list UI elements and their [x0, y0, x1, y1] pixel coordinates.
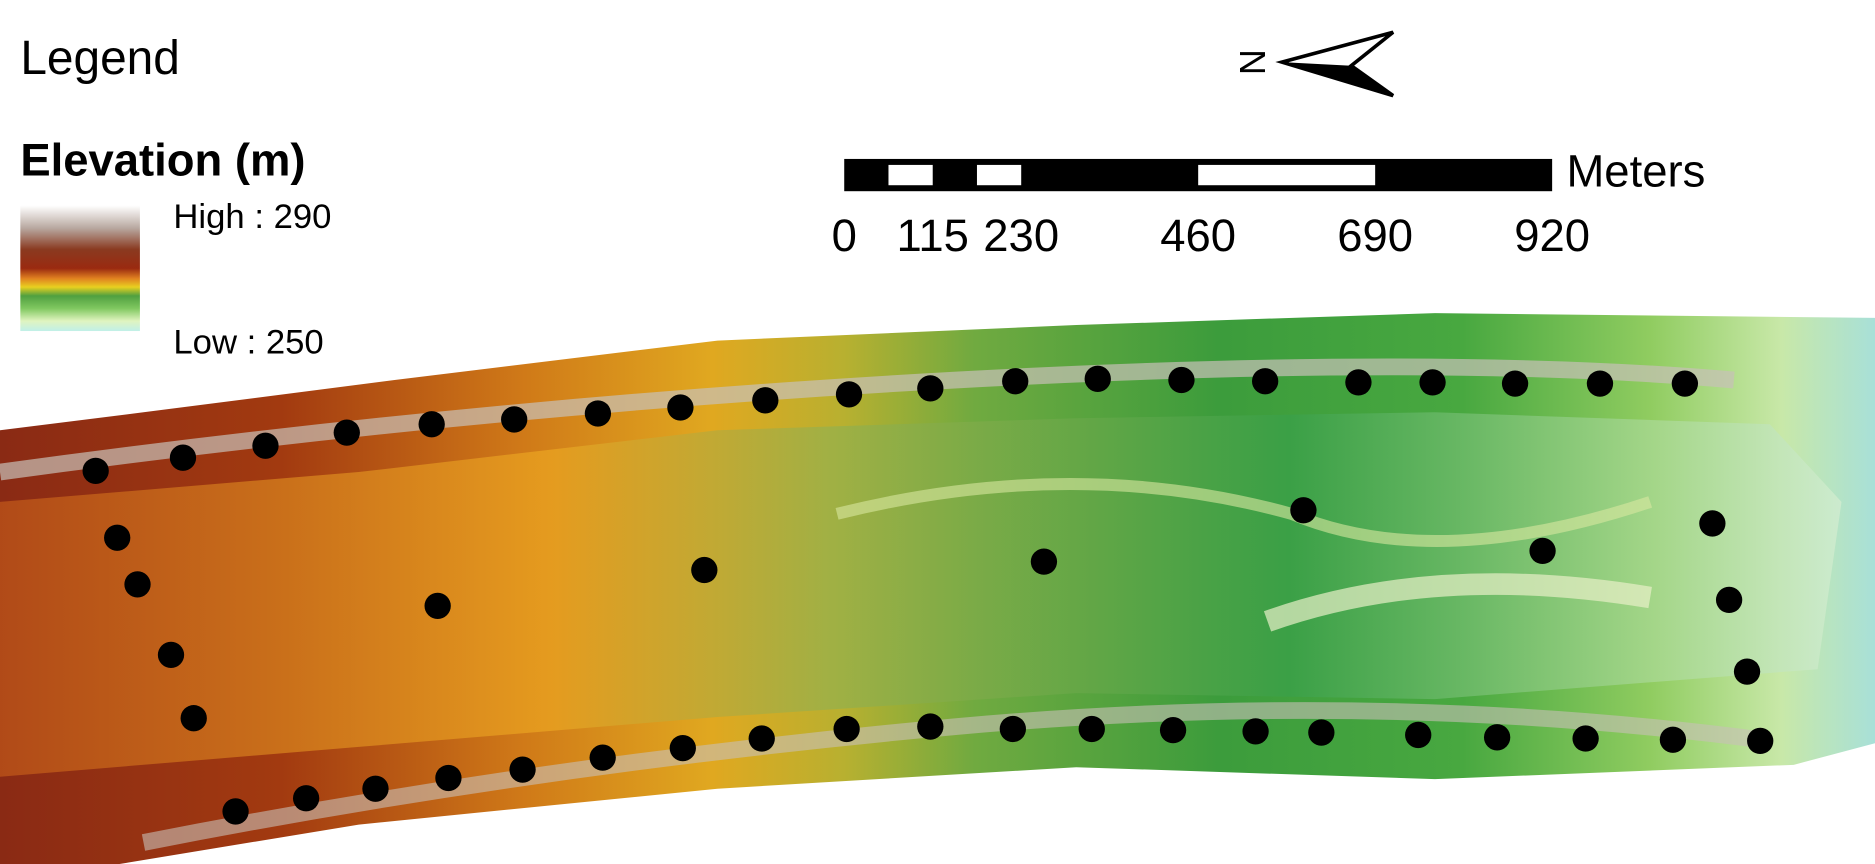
survey-point — [1660, 727, 1686, 753]
survey-point — [158, 642, 184, 668]
survey-point — [501, 406, 527, 432]
survey-point — [1672, 370, 1698, 396]
survey-point — [435, 765, 461, 791]
scale-label: 920 — [1514, 210, 1590, 261]
survey-point — [181, 705, 207, 731]
survey-point — [1031, 549, 1057, 575]
survey-point — [1405, 722, 1431, 748]
legend-high: High : 290 — [173, 198, 331, 236]
scale-unit: Meters — [1566, 145, 1705, 196]
survey-point — [170, 445, 196, 471]
survey-point — [83, 458, 109, 484]
survey-point — [1734, 658, 1760, 684]
survey-point — [1502, 370, 1528, 396]
survey-point — [667, 394, 693, 420]
scale-bar-segment — [977, 165, 1021, 185]
survey-point — [1252, 368, 1278, 394]
legend-low: Low : 250 — [173, 324, 323, 362]
survey-point — [1529, 538, 1555, 564]
survey-point — [425, 593, 451, 619]
survey-point — [1699, 510, 1725, 536]
survey-point — [917, 375, 943, 401]
survey-point — [1002, 368, 1028, 394]
scale-bar-segment — [888, 165, 932, 185]
survey-point — [1419, 369, 1445, 395]
survey-point — [691, 557, 717, 583]
scale-label: 115 — [897, 210, 969, 261]
survey-point — [585, 400, 611, 426]
north-label: N — [1233, 49, 1273, 75]
scale-label: 460 — [1160, 210, 1236, 261]
scale-label: 230 — [983, 210, 1059, 261]
survey-point — [124, 571, 150, 597]
survey-point — [362, 776, 388, 802]
survey-point — [419, 411, 445, 437]
scale-label: 0 — [832, 210, 857, 261]
survey-point — [917, 713, 943, 739]
survey-point — [1345, 369, 1371, 395]
legend-layer: Elevation (m) — [20, 135, 305, 186]
survey-point — [590, 744, 616, 770]
survey-point — [1079, 716, 1105, 742]
survey-point — [1308, 719, 1334, 745]
survey-point — [1168, 367, 1194, 393]
survey-point — [1242, 718, 1268, 744]
survey-point — [1716, 587, 1742, 613]
survey-point — [752, 387, 778, 413]
survey-point — [509, 756, 535, 782]
survey-point — [334, 419, 360, 445]
survey-point — [1747, 728, 1773, 754]
survey-point — [1000, 716, 1026, 742]
scale-bar-segment — [1198, 165, 1375, 185]
survey-point — [1290, 497, 1316, 523]
scale-label: 690 — [1337, 210, 1413, 261]
survey-point — [836, 381, 862, 407]
scale-bar: 0 115 230 460 690 920 — [832, 159, 1590, 261]
map-figure: Legend Elevation (m) High : 290 Low : 25… — [0, 0, 1875, 864]
survey-point — [222, 798, 248, 824]
survey-point — [1587, 370, 1613, 396]
survey-point — [1572, 725, 1598, 751]
survey-point — [252, 433, 278, 459]
survey-point — [1160, 717, 1186, 743]
page: {"legend": {"title": "Legend", "layer": … — [0, 0, 1875, 864]
survey-point — [104, 525, 130, 551]
survey-point — [833, 716, 859, 742]
survey-point — [670, 735, 696, 761]
survey-point — [1085, 366, 1111, 392]
legend-title: Legend — [20, 32, 180, 85]
survey-point — [1484, 724, 1510, 750]
legend-ramp — [20, 206, 140, 331]
survey-point — [749, 725, 775, 751]
survey-point — [293, 785, 319, 811]
